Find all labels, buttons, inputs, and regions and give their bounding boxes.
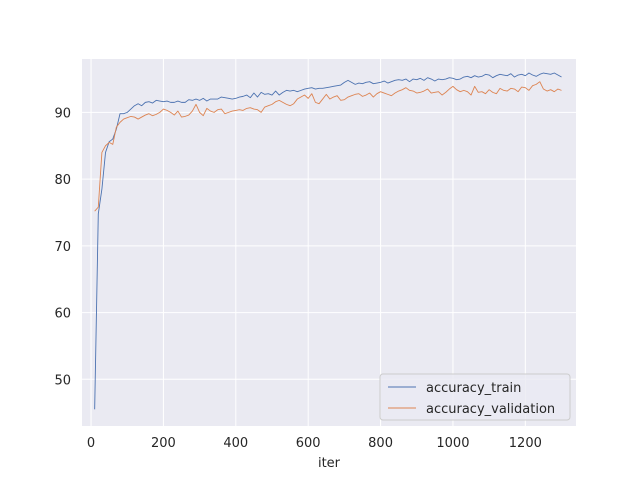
- x-tick-label: 400: [223, 436, 248, 451]
- y-axis-ticks: 50 60 70 80 90: [54, 106, 71, 388]
- y-tick-label: 90: [54, 106, 71, 121]
- legend-entry: accuracy_validation: [426, 402, 555, 417]
- legend-entry: accuracy_train: [426, 381, 521, 396]
- legend-box: [379, 373, 571, 421]
- series-line-accuracy-validation: [94, 81, 562, 212]
- legend: accuracy_train accuracy_validation: [379, 373, 571, 421]
- x-tick-label: 1000: [436, 436, 469, 451]
- series-line-accuracy-train: [94, 72, 562, 410]
- x-tick-label: 1200: [509, 436, 542, 451]
- x-axis-label: iter: [318, 456, 341, 471]
- y-tick-label: 60: [54, 307, 71, 322]
- plot-area: [82, 59, 576, 426]
- series-lines: [94, 72, 562, 410]
- x-axis-ticks: 0 200 400 600 800 1000 1200: [87, 436, 542, 451]
- x-tick-label: 800: [368, 436, 393, 451]
- x-tick-label: 600: [296, 436, 321, 451]
- x-tick-label: 200: [151, 436, 176, 451]
- y-tick-label: 70: [54, 240, 71, 255]
- x-tick-label: 0: [87, 436, 95, 451]
- y-tick-label: 50: [54, 373, 71, 388]
- y-tick-label: 80: [54, 173, 71, 188]
